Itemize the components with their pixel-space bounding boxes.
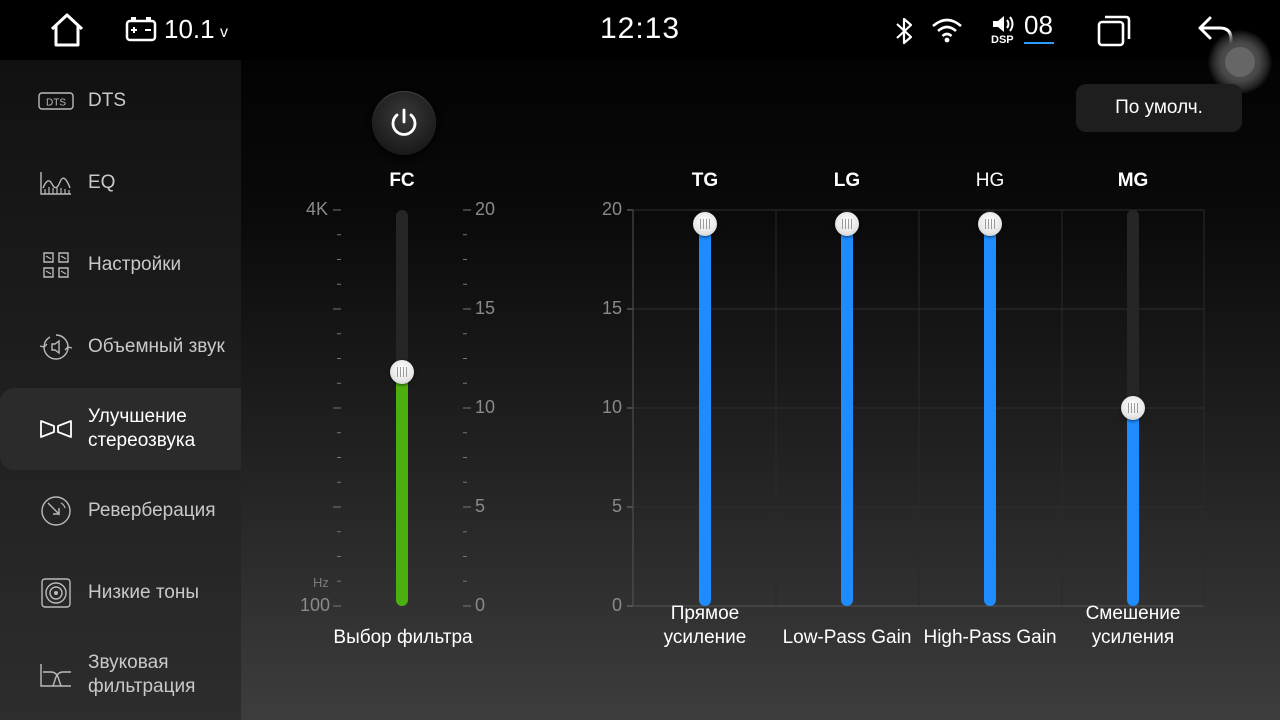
fc-right-tick-label: 10: [475, 397, 496, 417]
fc-bottom-label: 100: [300, 595, 331, 615]
fc-right-tick-label: 5: [475, 496, 486, 516]
channel-knob-hg[interactable]: [978, 211, 1002, 236]
sidebar-item-label: Улучшение стереозвука: [88, 406, 196, 451]
sidebar-item-surround[interactable]: Объемный звук: [0, 306, 241, 388]
sidebar-item-reverb[interactable]: Реверберация: [0, 470, 241, 552]
channel-knob-tg[interactable]: [693, 211, 717, 236]
fc-right-tick-label: 20: [475, 199, 496, 219]
sidebar: DTS DTS EQ Настройки Объемный звук Улучш…: [0, 60, 241, 720]
sidebar-item-label: Объемный звук: [88, 336, 225, 357]
sidebar-item-label: Настройки: [88, 254, 182, 275]
gain-y-tick-label: 10: [601, 397, 622, 417]
home-icon[interactable]: [48, 12, 86, 48]
surround-icon: [38, 329, 74, 365]
gain-y-tick-label: 15: [601, 298, 622, 318]
gain-y-tick-label: 20: [601, 199, 622, 219]
fc-right-tick-label: 0: [475, 595, 486, 615]
fc-right-tick-label: 15: [475, 298, 496, 318]
fc-slider-fill: [396, 372, 408, 606]
recent-apps-icon[interactable]: [1096, 14, 1132, 48]
channel-knob-lg[interactable]: [835, 211, 859, 236]
sidebar-item-label: Звуковая фильтрация: [88, 652, 196, 697]
gain-y-tick-label: 5: [611, 496, 622, 516]
svg-text:DTS: DTS: [46, 98, 66, 109]
fc-bottom-caption: Выбор фильтра: [333, 627, 473, 648]
default-button[interactable]: По умолч.: [1076, 84, 1242, 132]
dts-icon: DTS: [38, 83, 74, 119]
channel-caption-lg: Low-Pass Gain: [782, 627, 912, 648]
fc-unit-label: Hz: [313, 575, 329, 590]
channel-caption-mg: Смешение усиления: [1085, 603, 1181, 648]
status-bar: 10.1 v 12:13 DSP 08: [0, 0, 1280, 60]
sidebar-item-filter[interactable]: Звуковая фильтрация: [0, 634, 241, 716]
channel-title-lg: LG: [833, 170, 861, 191]
fc-top-label: 4K: [306, 199, 329, 219]
sidebar-item-dts[interactable]: DTS DTS: [0, 60, 241, 142]
channel-knob-mg[interactable]: [1121, 396, 1145, 420]
fc-title: FC: [389, 170, 415, 191]
channel-caption-hg: High-Pass Gain: [923, 627, 1057, 648]
channel-title-hg: HG: [975, 170, 1005, 191]
clock: 12:13: [599, 12, 681, 45]
dsp-label: DSP: [991, 34, 1014, 46]
channel-fill-lg: [841, 223, 853, 606]
volume-underline: [1024, 42, 1054, 44]
sidebar-item-label: DTS: [88, 90, 126, 111]
channel-title-tg: TG: [691, 170, 719, 191]
volume-icon[interactable]: [991, 14, 1017, 34]
voltage-value: 10.1: [164, 14, 215, 44]
voltage-unit: v: [220, 24, 228, 41]
battery-icon: [125, 17, 157, 42]
bass-icon: [38, 575, 74, 611]
channel-title-mg: MG: [1117, 170, 1149, 191]
power-button[interactable]: [372, 91, 436, 155]
wifi-icon[interactable]: [930, 16, 964, 44]
filter-icon: [38, 657, 74, 693]
sidebar-item-label: Реверберация: [88, 500, 216, 521]
power-icon: [391, 108, 417, 136]
channel-fill-mg: [1127, 408, 1139, 606]
eq-icon: [38, 165, 74, 201]
sidebar-item-label: EQ: [88, 172, 116, 193]
volume-value: 08: [1024, 10, 1053, 40]
channel-fill-hg: [984, 223, 996, 606]
gain-y-tick-label: 0: [611, 595, 622, 615]
stereo-enhance-icon: [38, 411, 74, 447]
bluetooth-icon[interactable]: [892, 16, 916, 46]
sidebar-item-bass[interactable]: Низкие тоны: [0, 552, 241, 634]
channel-fill-tg: [699, 223, 711, 606]
floating-assistive-button[interactable]: [1208, 30, 1272, 94]
channel-caption-tg: Прямое усиление: [663, 603, 747, 648]
sidebar-item-stereo-enhance[interactable]: Улучшение стереозвука: [0, 388, 241, 470]
sidebar-item-label: Низкие тоны: [88, 582, 200, 603]
fc-slider-knob[interactable]: [390, 360, 414, 385]
reverb-icon: [38, 493, 74, 529]
sidebar-item-eq[interactable]: EQ: [0, 142, 241, 224]
sidebar-item-settings[interactable]: Настройки: [0, 224, 241, 306]
settings-icon: [38, 247, 74, 283]
